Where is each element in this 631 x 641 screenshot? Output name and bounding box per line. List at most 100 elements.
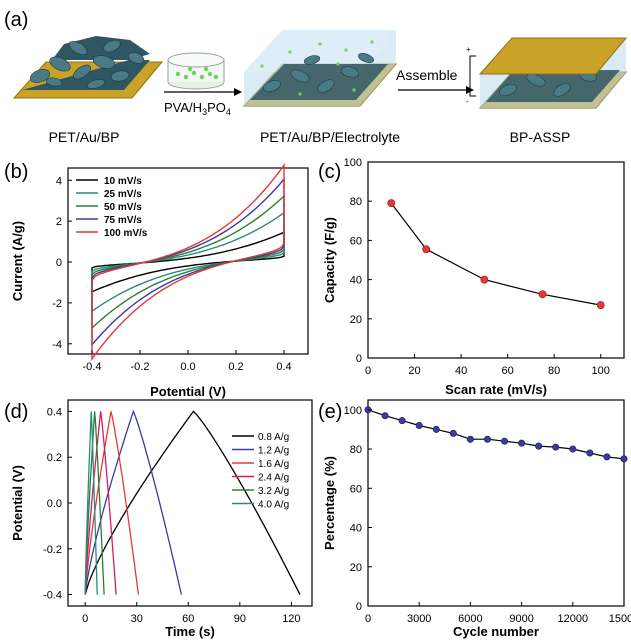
y-tick-label: 20 [350, 314, 362, 326]
panel-c: (c) 0 20 40 60 80 100 0 20 40 60 80 100 Scan rate … [318, 157, 625, 397]
panel-c-yticks: 0 20 40 60 80 100 [344, 157, 372, 365]
y-tick-label: -0.2 [43, 544, 62, 556]
svg-text:+: + [466, 45, 471, 54]
y-tick-label: 0 [356, 353, 362, 365]
y-tick-label: 0.2 [47, 452, 62, 464]
reagent-label: PVA/H3PO4 [164, 100, 231, 117]
arrow-1-head [234, 88, 242, 96]
gcd-curve [84, 411, 140, 595]
panel-d-plot [84, 409, 301, 595]
x-tick-label: 90 [234, 613, 246, 625]
x-tick-label: 60 [182, 613, 194, 625]
legend-label: 50 mV/s [104, 202, 142, 213]
panel-b-xlabel: Potential (V) [150, 384, 226, 399]
panel-d-xlabel: Time (s) [165, 624, 215, 639]
x-tick-label: 0.2 [228, 361, 243, 373]
y-tick-label: -0.4 [43, 590, 62, 602]
panel-c-plot [387, 199, 605, 309]
retention-point [381, 412, 389, 420]
retention-point [501, 437, 509, 445]
panel-b-xticks: -0.4 -0.2 0.0 0.2 0.4 [83, 350, 292, 373]
y-tick-label: 0.0 [47, 498, 62, 510]
cv-curve-100mVs [91, 163, 285, 362]
panel-b: (b) -0.4 -0.2 0.0 0.2 0.4 -4 -2 0 2 4 10 mV/s 25 … [4, 161, 309, 399]
legend-label: 4.0 A/g [258, 500, 289, 511]
retention-line [367, 409, 625, 460]
stage-2-label: PET/Au/BP/Electrolyte [260, 129, 400, 145]
x-tick-label: 30 [131, 613, 143, 625]
capacity-point [480, 275, 489, 284]
retention-point [483, 435, 491, 443]
stage-3-top-electrode [478, 37, 628, 75]
panel-c-frame [367, 161, 625, 359]
x-tick-label: 9000 [509, 613, 533, 625]
legend-label: 1.6 A/g [258, 459, 289, 470]
panel-b-ylabel: Current (A/g) [10, 221, 25, 301]
panel-b-legend: 10 mV/s 25 mV/s 50 mV/s 75 mV/s 100 mV/s [76, 176, 148, 239]
stage-1-label: PET/Au/BP [49, 129, 120, 145]
capacity-point [422, 245, 431, 254]
retention-point [449, 429, 457, 437]
electrolyte-dish-icon [167, 52, 225, 90]
x-tick-label: 100 [592, 365, 610, 377]
retention-point [398, 417, 406, 425]
panel-e-xlabel: Cycle number [453, 624, 539, 639]
panel-b-yticks: -4 -2 0 2 4 [52, 175, 72, 351]
stage-1-illustration [12, 36, 164, 99]
retention-point [586, 449, 594, 457]
retention-point [466, 435, 474, 443]
stage-3-label: BP-ASSP [510, 129, 571, 145]
y-tick-label: 4 [56, 175, 62, 187]
panel-d-xticks: 0 30 60 90 120 [82, 602, 301, 625]
gcd-curve [84, 410, 301, 595]
assemble-label: Assemble [396, 67, 458, 83]
retention-point [620, 455, 628, 463]
panel-b-plot [91, 163, 285, 362]
legend-label: 3.2 A/g [258, 486, 289, 497]
y-tick-label: 0 [56, 257, 62, 269]
y-tick-label: -4 [52, 339, 62, 351]
y-tick-label: -2 [52, 298, 62, 310]
y-tick-label: 60 [350, 235, 362, 247]
y-tick-label: 2 [56, 216, 62, 228]
retention-point [552, 443, 560, 451]
x-tick-label: 0 [82, 613, 88, 625]
stage-1-bp-flakes [30, 39, 145, 89]
y-tick-label: 0.4 [47, 406, 62, 418]
x-tick-label: 3000 [407, 613, 431, 625]
legend-label: 2.4 A/g [258, 473, 289, 484]
legend-label: 100 mV/s [104, 228, 148, 239]
panel-d: (d) 0 30 60 90 120 -0.4 -0.2 0.0 0.2 0.4 0.8 A/g… [4, 399, 313, 639]
legend-label: 10 mV/s [104, 176, 142, 187]
y-tick-label: 80 [350, 444, 362, 456]
x-tick-label: 80 [548, 365, 560, 377]
y-tick-label: 60 [350, 483, 362, 495]
gcd-curve [84, 409, 183, 595]
circuit-lines [469, 55, 476, 97]
stage-3-illustration: + - [466, 37, 628, 109]
x-tick-label: -0.4 [83, 361, 102, 373]
x-tick-label: 0.0 [180, 361, 195, 373]
panel-c-ylabel: Capacity (F/g) [322, 217, 337, 303]
panel-d-ylabel: Potential (V) [10, 465, 25, 541]
y-tick-label: 80 [350, 196, 362, 208]
y-tick-label: 100 [344, 157, 362, 169]
legend-label: 25 mV/s [104, 189, 142, 200]
panel-e-label: (e) [318, 401, 342, 423]
panel-c-xlabel: Scan rate (mV/s) [445, 382, 547, 397]
gcd-curve [84, 411, 105, 595]
y-tick-label: 20 [350, 562, 362, 574]
x-tick-label: 6000 [458, 613, 482, 625]
x-tick-label: 0.4 [276, 361, 291, 373]
y-tick-label: 100 [344, 405, 362, 417]
legend-label: 0.8 A/g [258, 432, 289, 443]
panel-d-legend: 0.8 A/g 1.2 A/g 1.6 A/g 2.4 A/g 3.2 A/g 4.0 A… [232, 432, 289, 511]
capacity-line [390, 202, 601, 306]
legend-label: 75 mV/s [104, 215, 142, 226]
panel-d-label: (d) [4, 401, 28, 423]
retention-point [518, 439, 526, 447]
